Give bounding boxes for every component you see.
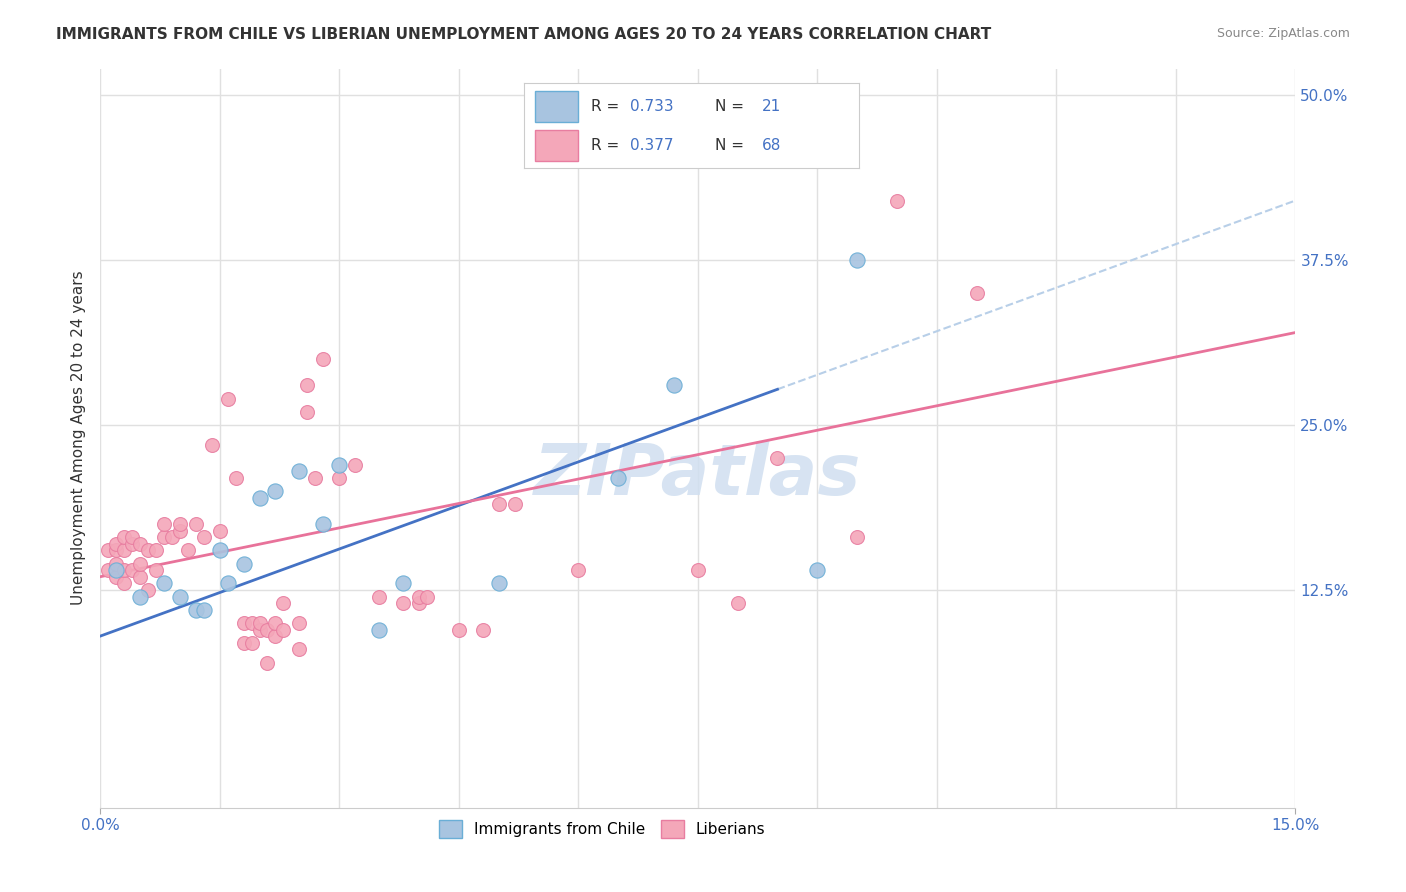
Text: Source: ZipAtlas.com: Source: ZipAtlas.com xyxy=(1216,27,1350,40)
Point xyxy=(240,615,263,630)
Point xyxy=(256,623,278,637)
Point xyxy=(105,557,128,571)
Point xyxy=(121,537,143,551)
Point xyxy=(208,543,231,558)
Point xyxy=(304,471,326,485)
Point xyxy=(264,615,287,630)
Point xyxy=(368,590,391,604)
Point xyxy=(846,252,869,267)
Point xyxy=(966,285,988,300)
Point xyxy=(328,458,350,472)
Point xyxy=(121,563,143,577)
Point xyxy=(232,636,254,650)
Point xyxy=(297,378,319,392)
Text: ZIPatlas: ZIPatlas xyxy=(534,441,862,509)
Point xyxy=(112,530,135,544)
Point xyxy=(886,194,908,208)
Point xyxy=(145,543,167,558)
Point xyxy=(97,543,120,558)
Point xyxy=(607,471,630,485)
Point xyxy=(145,563,167,577)
Point xyxy=(328,471,350,485)
Point xyxy=(129,537,152,551)
Point xyxy=(662,378,685,392)
Point xyxy=(312,516,335,531)
Legend: Immigrants from Chile, Liberians: Immigrants from Chile, Liberians xyxy=(433,814,772,845)
Point xyxy=(288,615,311,630)
Point xyxy=(184,516,207,531)
Point xyxy=(766,450,789,465)
Point xyxy=(112,563,135,577)
Point xyxy=(232,615,254,630)
Point xyxy=(105,570,128,584)
Point xyxy=(193,530,215,544)
Point xyxy=(217,576,239,591)
Point xyxy=(249,615,271,630)
Point xyxy=(153,516,176,531)
Point xyxy=(806,563,828,577)
Point xyxy=(503,497,526,511)
Y-axis label: Unemployment Among Ages 20 to 24 years: Unemployment Among Ages 20 to 24 years xyxy=(72,271,86,606)
Point xyxy=(297,405,319,419)
Point xyxy=(184,603,207,617)
Point xyxy=(105,537,128,551)
Point xyxy=(136,543,159,558)
Point xyxy=(232,557,254,571)
Point xyxy=(288,464,311,478)
Point xyxy=(273,623,295,637)
Point xyxy=(567,563,589,577)
Text: IMMIGRANTS FROM CHILE VS LIBERIAN UNEMPLOYMENT AMONG AGES 20 TO 24 YEARS CORRELA: IMMIGRANTS FROM CHILE VS LIBERIAN UNEMPL… xyxy=(56,27,991,42)
Point xyxy=(488,497,510,511)
Point xyxy=(727,596,749,610)
Point xyxy=(392,576,415,591)
Point xyxy=(408,596,430,610)
Point xyxy=(447,623,470,637)
Point xyxy=(249,491,271,505)
Point xyxy=(160,530,183,544)
Point xyxy=(408,590,430,604)
Point xyxy=(471,623,494,637)
Point xyxy=(846,530,869,544)
Point xyxy=(392,596,415,610)
Point xyxy=(288,642,311,657)
Point xyxy=(344,458,367,472)
Point xyxy=(112,543,135,558)
Point xyxy=(264,483,287,498)
Point xyxy=(256,656,278,670)
Point xyxy=(136,582,159,597)
Point xyxy=(169,516,191,531)
Point xyxy=(105,563,128,577)
Point xyxy=(177,543,200,558)
Point xyxy=(153,530,176,544)
Point xyxy=(169,524,191,538)
Point xyxy=(121,530,143,544)
Point xyxy=(488,576,510,591)
Point xyxy=(169,590,191,604)
Point xyxy=(249,623,271,637)
Point xyxy=(240,636,263,650)
Point xyxy=(129,570,152,584)
Point xyxy=(686,563,709,577)
Point xyxy=(129,557,152,571)
Point xyxy=(368,623,391,637)
Point xyxy=(129,590,152,604)
Point xyxy=(153,576,176,591)
Point xyxy=(273,596,295,610)
Point xyxy=(105,543,128,558)
Point xyxy=(201,438,224,452)
Point xyxy=(112,576,135,591)
Point xyxy=(208,524,231,538)
Point xyxy=(217,392,239,406)
Point xyxy=(416,590,439,604)
Point xyxy=(225,471,247,485)
Point xyxy=(97,563,120,577)
Point xyxy=(312,351,335,366)
Point xyxy=(264,629,287,643)
Point xyxy=(193,603,215,617)
